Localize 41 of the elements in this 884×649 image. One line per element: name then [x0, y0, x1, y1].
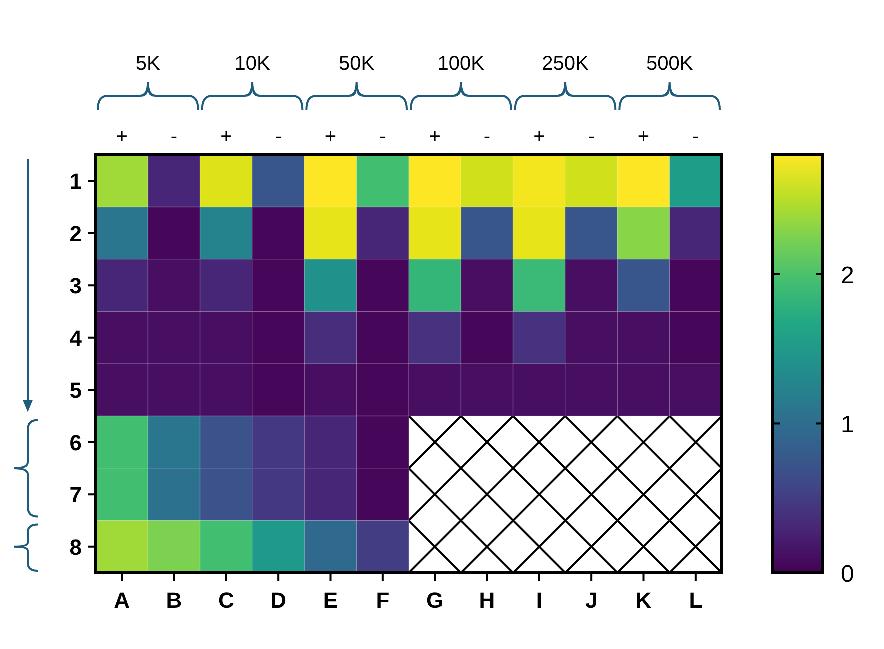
y-tick-label: 7 [70, 482, 82, 508]
x-tick-label: J [585, 588, 598, 613]
x-tick-label: H [479, 588, 496, 613]
text: - [588, 126, 595, 148]
x-tick-label: L [689, 588, 703, 613]
text: - [170, 126, 178, 148]
text: + [116, 126, 128, 148]
x-tick-label: D [270, 588, 287, 613]
text: - [275, 126, 282, 148]
x-tick-label: I [536, 588, 542, 613]
y-tick-label: 1 [70, 169, 82, 194]
y-tick-label: 6 [70, 430, 82, 456]
x-tick-label: C [218, 588, 234, 613]
text: 100K [438, 53, 486, 75]
text: + [220, 126, 232, 148]
x-tick-label: K [636, 588, 652, 613]
x-tick-label: E [323, 588, 338, 613]
x-tick-label: B [166, 588, 182, 613]
text: + [534, 126, 546, 148]
y-tick-label: 8 [70, 534, 82, 560]
text: 50K [339, 53, 376, 75]
x-tick-label: A [114, 588, 130, 613]
text: 5K [136, 53, 162, 75]
color-bar-label: 0 [841, 561, 854, 588]
y-tick-label: 4 [70, 326, 83, 351]
x-tick-label: F [376, 588, 390, 613]
text: 10K [234, 53, 271, 75]
text: + [324, 126, 337, 148]
text: 250K [542, 53, 590, 75]
text: - [380, 126, 386, 148]
color-bar-label: 2 [841, 262, 854, 290]
text: - [692, 126, 700, 148]
y-tick-label: 3 [70, 274, 82, 299]
y-tick-label: 5 [70, 378, 82, 404]
text: - [484, 126, 491, 148]
y-tick-label: 2 [70, 221, 82, 246]
text: + [638, 126, 650, 148]
x-tick-label: G [426, 588, 444, 613]
text: 500K [646, 53, 694, 75]
color-bar-label: 1 [841, 412, 854, 439]
text: + [429, 126, 441, 148]
